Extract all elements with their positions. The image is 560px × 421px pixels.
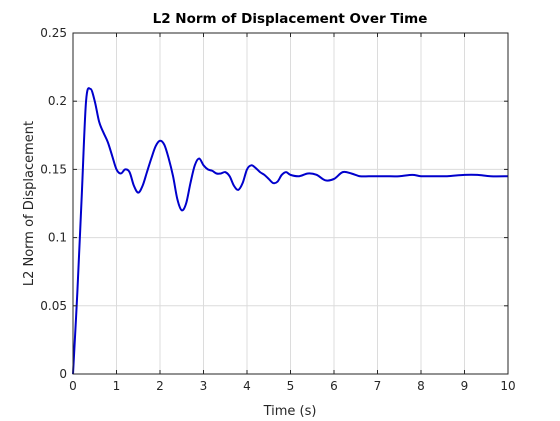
y-tick-label: 0.1 xyxy=(48,231,67,245)
x-tick-label: 1 xyxy=(113,379,121,393)
ticks: 0 1 2 3 4 5 6 7 8 9 10 0 0.05 0.1 0.15 0.2 0.25 xyxy=(40,26,515,393)
y-tick-label: 0.25 xyxy=(40,26,67,40)
x-tick-label: 8 xyxy=(417,379,425,393)
x-tick-label: 3 xyxy=(200,379,208,393)
x-tick-label: 6 xyxy=(330,379,338,393)
y-tick-label: 0 xyxy=(59,367,67,381)
x-tick-label: 9 xyxy=(461,379,469,393)
x-tick-label: 0 xyxy=(69,379,77,393)
chart-title: L2 Norm of Displacement Over Time xyxy=(153,11,428,27)
x-tick-label: 7 xyxy=(374,379,382,393)
series-line xyxy=(72,87,509,375)
x-tick-label: 2 xyxy=(156,379,164,393)
x-tick-label: 4 xyxy=(243,379,251,393)
y-tick-label: 0.05 xyxy=(40,299,67,313)
y-tick-label: 0.2 xyxy=(48,94,67,108)
x-tick-label: 10 xyxy=(500,379,515,393)
x-axis-label: Time (s) xyxy=(263,404,317,419)
x-tick-label: 5 xyxy=(287,379,295,393)
y-tick-label: 0.15 xyxy=(40,162,67,176)
grid xyxy=(72,32,509,375)
y-axis-label: L2 Norm of Displacement xyxy=(22,121,37,286)
plot-area xyxy=(72,87,509,375)
